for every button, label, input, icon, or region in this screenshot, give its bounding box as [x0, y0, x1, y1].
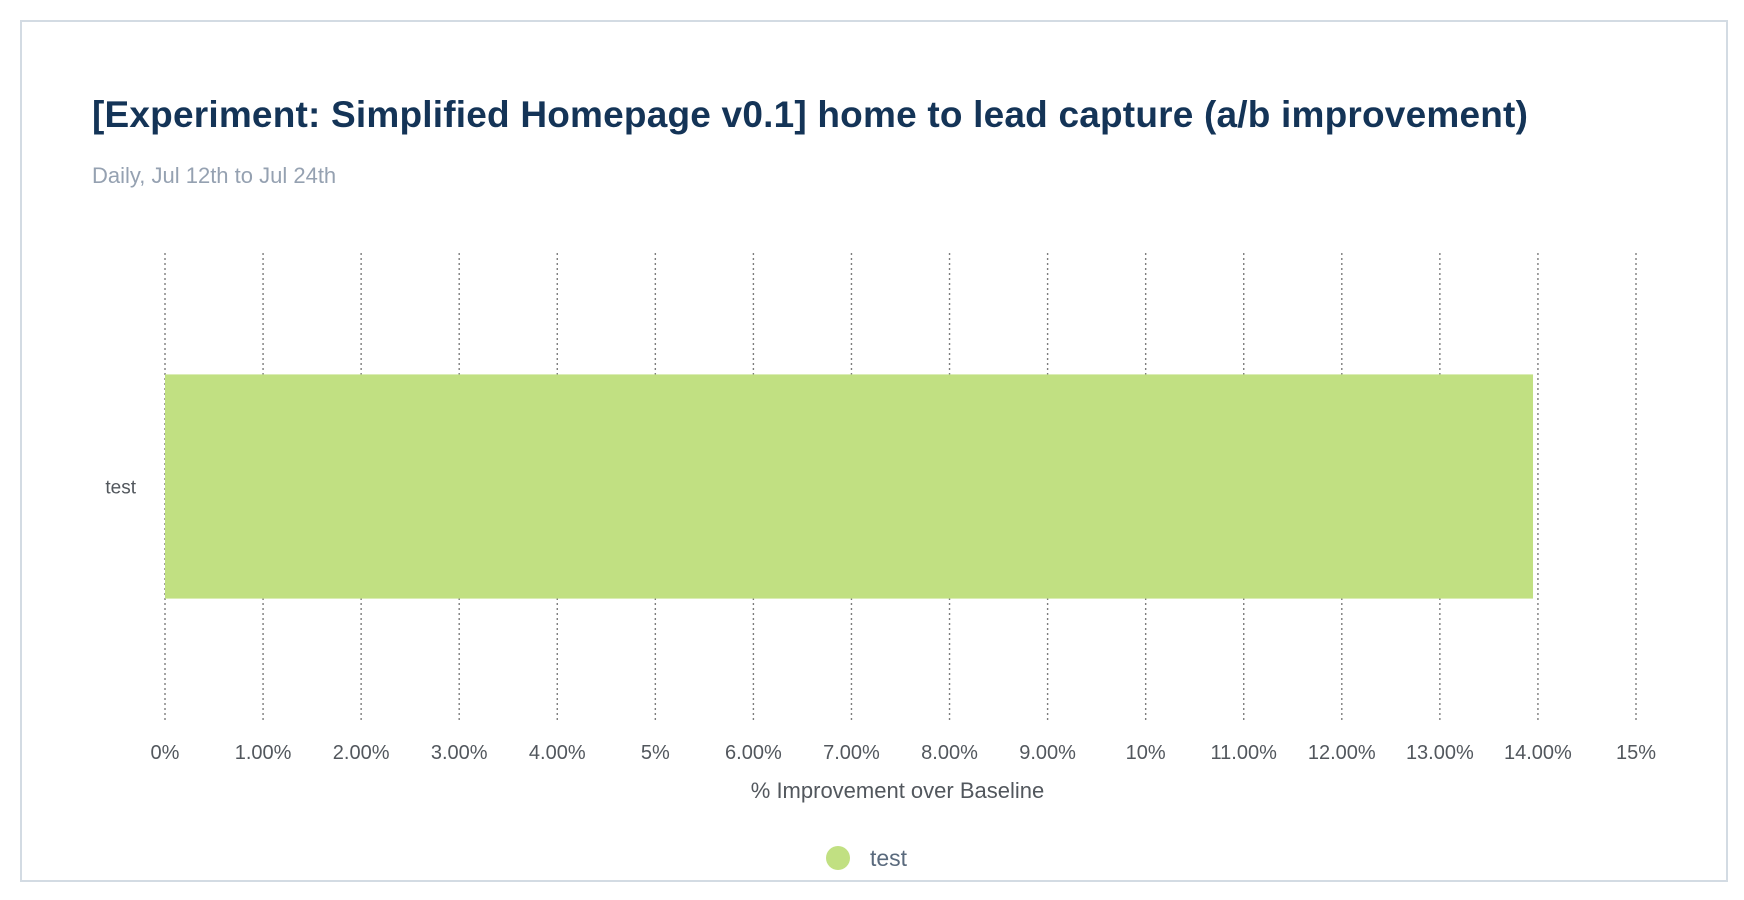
legend-label: test	[870, 844, 908, 871]
legend[interactable]: test	[826, 845, 907, 871]
x-tick-label: 2.00%	[333, 742, 390, 764]
x-axis-title: % Improvement over Baseline	[751, 778, 1044, 803]
x-tick-label: 10%	[1126, 742, 1166, 764]
x-tick-label: 0%	[151, 742, 180, 764]
x-tick-label: 7.00%	[823, 742, 880, 764]
x-tick-label: 14.00%	[1504, 742, 1572, 764]
x-tick-label: 11.00%	[1211, 742, 1278, 764]
x-tick-label: 13.00%	[1406, 742, 1474, 764]
x-tick-label: 6.00%	[725, 742, 782, 764]
bar-chart: 0% 1.00% 2.00% 3.00% 4.00% 5% 6.00% 7.00% 8.00% 9…	[105, 253, 1657, 803]
bars	[165, 374, 1534, 599]
chart-title: [Experiment: Simplified Homepage v0.1] h…	[92, 94, 1529, 135]
x-tick-label: 9.00%	[1019, 742, 1076, 764]
chart-subtitle: Daily, Jul 12th to Jul 24th	[92, 163, 337, 188]
x-tick-label: 12.00%	[1308, 742, 1376, 764]
bar-test[interactable]	[165, 374, 1534, 599]
legend-swatch-icon	[826, 846, 850, 870]
x-tick-label: 15%	[1616, 742, 1656, 764]
x-tick-label: 4.00%	[529, 742, 586, 764]
category-labels: test	[105, 478, 136, 499]
x-tick-label: 8.00%	[921, 742, 978, 764]
x-tick-label: 1.00%	[235, 742, 292, 764]
x-tick-labels: 0% 1.00% 2.00% 3.00% 4.00% 5% 6.00% 7.00% 8.00% 9…	[151, 742, 1657, 764]
x-tick-label: 3.00%	[431, 742, 488, 764]
x-tick-label: 5%	[641, 742, 670, 764]
category-label: test	[105, 478, 136, 499]
